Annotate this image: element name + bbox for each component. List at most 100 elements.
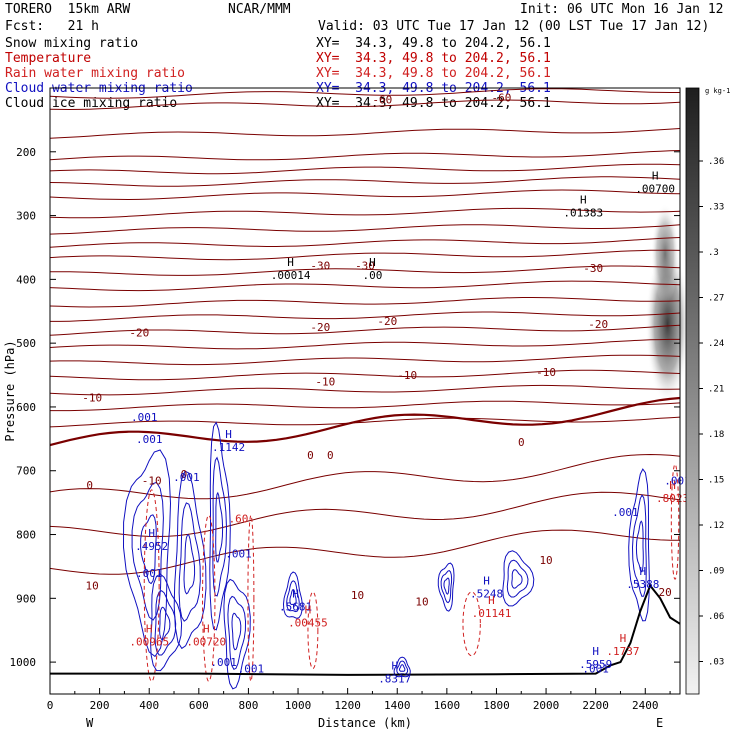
temperature-label: -20 bbox=[310, 321, 330, 334]
cloud-water-contour bbox=[209, 421, 231, 631]
plot-frame bbox=[49, 87, 681, 695]
cloud-water-contour bbox=[131, 481, 164, 621]
cloud-water-contour bbox=[178, 502, 201, 622]
colorbar-tick-label: .09 bbox=[708, 567, 724, 577]
cloud-water-contour bbox=[212, 456, 228, 597]
cloud-water-contour bbox=[183, 534, 196, 595]
temperature-isotherm bbox=[49, 354, 681, 366]
cloud-contour-label: .001 bbox=[136, 567, 163, 580]
colorbar-tick-label: .27 bbox=[708, 294, 724, 304]
y-tick-label: 200 bbox=[16, 146, 36, 159]
colorbar-tick-label: .3 bbox=[708, 248, 719, 258]
terrain-line bbox=[50, 583, 681, 676]
cloud-contour-label: .001 bbox=[238, 662, 265, 675]
cloud-water-contour bbox=[440, 570, 453, 604]
temperature-label: -30 bbox=[355, 259, 375, 272]
temperature-isotherm bbox=[49, 88, 680, 99]
temperature-isotherm bbox=[50, 400, 681, 412]
cloud-water-contour bbox=[502, 550, 535, 607]
maximum-marker: H bbox=[287, 256, 294, 269]
x-tick-label: 800 bbox=[238, 699, 258, 712]
colorbar-tick-label: .12 bbox=[708, 521, 724, 531]
temperature-label: -20 bbox=[588, 318, 608, 331]
legend-item-xy: XY= 34.3, 49.8 to 204.2, 56.1 bbox=[316, 51, 551, 66]
y-tick-label: 1000 bbox=[10, 656, 37, 669]
maximum-marker: H bbox=[203, 623, 210, 636]
x-tick-label: 1800 bbox=[483, 699, 510, 712]
temperature-isotherm bbox=[49, 324, 681, 336]
maximum-value: .01141 bbox=[472, 607, 512, 620]
maximum-value: .5681 bbox=[279, 601, 312, 614]
maximum-value: .00 bbox=[363, 269, 383, 282]
temperature-isotherm bbox=[49, 176, 681, 187]
maximum-marker: H bbox=[483, 575, 490, 588]
temperature-label: -10 bbox=[397, 369, 417, 382]
y-axis-label: Pressure (hPa) bbox=[3, 340, 17, 441]
rain-water-contour bbox=[670, 463, 680, 580]
maximum-marker: H bbox=[391, 660, 398, 673]
maximum-marker: H bbox=[225, 428, 232, 441]
maximum-marker: H bbox=[148, 527, 155, 540]
x-tick-label: 400 bbox=[139, 699, 159, 712]
temperature-label: 10 bbox=[86, 580, 99, 593]
cloud-water-contour bbox=[154, 590, 177, 656]
cloud-water-contour bbox=[635, 520, 644, 573]
cloud-water-contour bbox=[150, 573, 183, 672]
temperature-label: -60 bbox=[372, 93, 392, 106]
temperature-isotherm bbox=[50, 265, 681, 276]
cloud-contour-label: .001 bbox=[225, 548, 252, 561]
colorbar-tick-label: .03 bbox=[708, 658, 724, 668]
x-tick-label: 1400 bbox=[384, 699, 411, 712]
cloud-water-contour bbox=[437, 562, 455, 612]
maximum-marker: H bbox=[620, 632, 627, 645]
temperature-isotherm bbox=[49, 189, 681, 201]
temperature-label: 10 bbox=[539, 554, 552, 567]
cloud-water-contour bbox=[282, 571, 303, 619]
maximum-value: .00014 bbox=[271, 269, 311, 282]
x-tick-label: 2200 bbox=[582, 699, 609, 712]
temperature-label: -10 bbox=[82, 391, 102, 404]
cloud-water-contour bbox=[398, 664, 406, 672]
cloud-contour-label: .001 bbox=[612, 506, 639, 519]
temperature-label: 0 bbox=[327, 449, 334, 462]
maximum-value: .00700 bbox=[635, 183, 675, 196]
temperature-isotherm bbox=[49, 491, 681, 538]
cloud-contour-label: .001 bbox=[664, 474, 691, 487]
temperature-isotherm bbox=[49, 416, 681, 428]
temperature-isotherm bbox=[49, 338, 680, 350]
valid-time: Valid: 03 UTC Tue 17 Jan 12 (00 LST Tue … bbox=[318, 19, 710, 34]
temperature-isotherm bbox=[49, 396, 681, 447]
cloud-contour-label: .60 bbox=[229, 513, 249, 526]
temperature-label: 0 bbox=[181, 468, 188, 481]
y-tick-label: 900 bbox=[16, 592, 36, 605]
maximum-value: .5388 bbox=[626, 578, 659, 591]
maximum-value: .1737 bbox=[606, 645, 639, 658]
cloud-contour-label: .001 bbox=[131, 411, 158, 424]
maximum-marker: H bbox=[305, 603, 312, 616]
colorbar-tick-label: .24 bbox=[708, 339, 724, 349]
x-tick-label: 200 bbox=[90, 699, 110, 712]
legend-item-name: Cloud ice mixing ratio bbox=[5, 96, 178, 111]
temperature-label: -10 bbox=[315, 375, 335, 388]
temperature-label: -20 bbox=[129, 326, 149, 339]
maximum-marker: H bbox=[488, 594, 495, 607]
cloud-water-contour bbox=[511, 569, 523, 589]
temperature-isotherm bbox=[49, 224, 681, 235]
maximum-value: .4952 bbox=[135, 540, 168, 553]
temperature-label: 0 bbox=[307, 449, 314, 462]
x-tick-label: 0 bbox=[47, 699, 54, 712]
x-tick-label: 1600 bbox=[434, 699, 461, 712]
maximum-value: .00455 bbox=[288, 616, 328, 629]
temperature-label: -60 bbox=[491, 92, 511, 105]
cloud-water-contour bbox=[122, 449, 172, 658]
x-tick-label: 600 bbox=[189, 699, 209, 712]
cloud-water-contour bbox=[286, 580, 300, 613]
maximum-value: .8023 bbox=[656, 492, 689, 505]
cloud-water-contour bbox=[231, 612, 242, 651]
temperature-label: 10 bbox=[415, 596, 428, 609]
temperature-label: 0 bbox=[518, 436, 525, 449]
temperature-isotherm bbox=[49, 207, 681, 219]
y-tick-label: 500 bbox=[16, 337, 36, 350]
east-label: E bbox=[656, 716, 663, 730]
